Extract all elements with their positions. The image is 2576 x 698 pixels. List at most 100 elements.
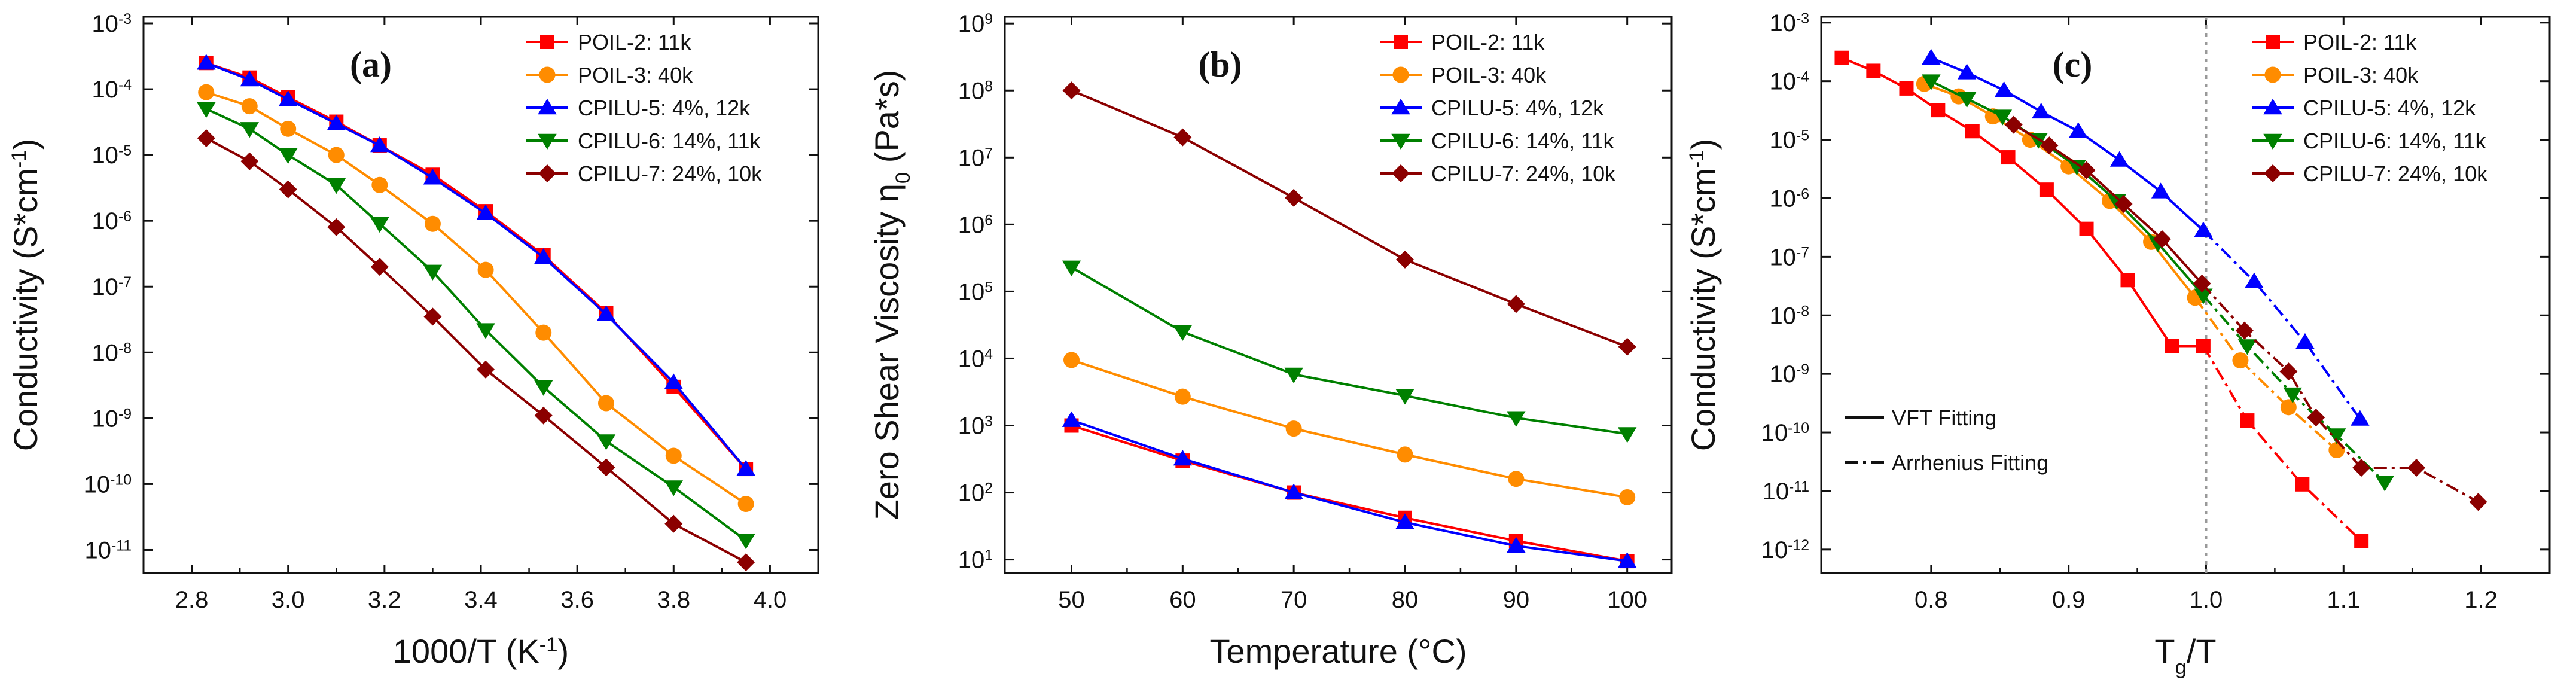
data-point: [596, 434, 616, 450]
x-tick-label-part: 2.8: [175, 587, 209, 613]
data-point: [2328, 442, 2345, 459]
y-tick-label-part: -5: [1796, 127, 1809, 144]
y-tick-label: 10-10: [84, 471, 132, 498]
legend-label-part: POIL-3: 40k: [578, 63, 693, 87]
data-point: [2232, 352, 2249, 369]
panel-label: (c): [2053, 45, 2093, 84]
vft-fit-line: [1930, 80, 2205, 297]
data-point: [370, 136, 389, 153]
data-point: [424, 215, 441, 232]
y-tick-label-part: 10: [92, 274, 118, 300]
arrhenius-legend-label-part: Arrhenius Fitting: [1892, 450, 2048, 475]
y-tick-label-part: 2: [984, 480, 993, 496]
legend-label: CPILU-5: 4%, 12k: [578, 96, 751, 120]
y-tick-label-part: -6: [1796, 186, 1809, 202]
data-point: [2079, 221, 2094, 236]
y-tick-label-part: -10: [1788, 420, 1809, 437]
data-point: [2280, 399, 2297, 416]
legend-marker: [2263, 133, 2282, 150]
data-point: [279, 180, 297, 199]
y-tick-label: 10-5: [92, 142, 132, 169]
data-point: [2001, 150, 2016, 165]
data-point: [2351, 410, 2370, 426]
y-tick-label-part: -3: [118, 11, 132, 28]
data-point: [2151, 182, 2170, 199]
x-tick-label-part: 80: [1392, 587, 1419, 613]
data-point: [664, 480, 684, 496]
y-axis-title-part: 0: [892, 172, 914, 184]
data-point: [737, 553, 755, 572]
legend-marker: [539, 66, 556, 83]
y-tick-label-part: 10: [1769, 244, 1796, 270]
data-point: [534, 380, 553, 396]
y-tick-label: 109: [958, 11, 993, 37]
data-point: [1173, 449, 1193, 466]
data-point: [278, 90, 298, 106]
y-tick-label-part: 8: [984, 78, 993, 95]
legend-label-part: CPILU-5: 4%, 12k: [2303, 96, 2476, 120]
legend-label: CPILU-6: 14%, 11k: [578, 129, 761, 153]
series-line: [1071, 89, 1628, 348]
x-tick-label: 70: [1281, 587, 1307, 613]
series-poil-3: [1063, 352, 1636, 505]
data-point: [1062, 411, 1081, 427]
y-tick-label: 10-8: [1769, 303, 1809, 329]
y-axis-title: Conductivity (S*cm-1): [1684, 139, 1722, 452]
panel-c: 0.8 0.9 1.0 1.1 1.210-1210-1110-1010-910-810…: [1684, 10, 2551, 679]
data-point: [1063, 352, 1080, 368]
data-point: [1284, 367, 1303, 383]
data-point: [2469, 493, 2487, 511]
data-point: [2307, 409, 2325, 427]
y-tick-label: 10-8: [92, 340, 132, 366]
data-point: [2039, 182, 2054, 197]
legend-label-part: CPILU-5: 4%, 12k: [1431, 96, 1604, 120]
x-tick-label: 3.2: [368, 587, 401, 613]
legend-label-part: CPILU-6: 14%, 11k: [578, 129, 761, 153]
data-point: [477, 261, 494, 278]
vft-legend-label: VFT Fitting: [1892, 406, 1996, 430]
y-tick-label: 102: [958, 480, 993, 507]
y-tick-label: 10-6: [92, 208, 132, 234]
data-point: [1174, 388, 1191, 405]
data-point: [597, 395, 614, 412]
x-tick-label: 3.0: [272, 587, 305, 613]
data-point: [2193, 275, 2211, 293]
y-tick-label-part: 9: [984, 11, 993, 28]
x-axis-title-part: 1000/T (K: [393, 632, 539, 670]
data-point: [370, 258, 389, 276]
y-tick-label: 10-4: [92, 77, 132, 103]
y-tick-label-part: 10: [1769, 127, 1796, 154]
legend-marker: [1392, 66, 1409, 83]
plot-frame: [1004, 16, 1673, 574]
y-tick-label-part: -8: [1796, 303, 1809, 319]
data-point: [1617, 552, 1637, 568]
legend-label-part: CPILU-7: 24%, 10k: [2303, 161, 2488, 186]
x-axis-title-part: -1: [539, 633, 558, 656]
data-point: [423, 307, 442, 326]
legend-marker: [2264, 66, 2281, 83]
x-axis-title: 1000/T (K-1): [393, 632, 569, 670]
y-tick-label-part: 10: [92, 142, 118, 169]
data-point: [2279, 362, 2298, 381]
data-point: [1866, 63, 1881, 78]
x-tick-label: 60: [1169, 587, 1196, 613]
legend-label-part: CPILU-5: 4%, 12k: [578, 96, 751, 120]
data-point: [737, 496, 754, 513]
data-point: [2194, 288, 2213, 304]
legend-label-part: CPILU-6: 14%, 11k: [1431, 129, 1614, 153]
panel-label-part: (b): [1198, 45, 1242, 84]
x-tick-label-part: 3.0: [272, 587, 305, 613]
x-tick-label: 100: [1607, 587, 1647, 613]
y-tick-label-part: 10: [958, 346, 985, 372]
x-axis-title: Tg/T: [2154, 632, 2216, 679]
data-point: [597, 458, 615, 477]
y-tick-label: 107: [958, 145, 993, 171]
series-cpilu-7: [197, 129, 755, 572]
series-cpilu-5: [1062, 411, 1637, 568]
data-point: [1507, 411, 1526, 427]
vft-fit-line: [1923, 83, 2196, 299]
data-point: [1994, 81, 2014, 97]
y-tick-label-part: -7: [118, 275, 132, 291]
x-tick-label-part: 90: [1503, 587, 1530, 613]
y-tick-label-part: -11: [111, 538, 132, 554]
